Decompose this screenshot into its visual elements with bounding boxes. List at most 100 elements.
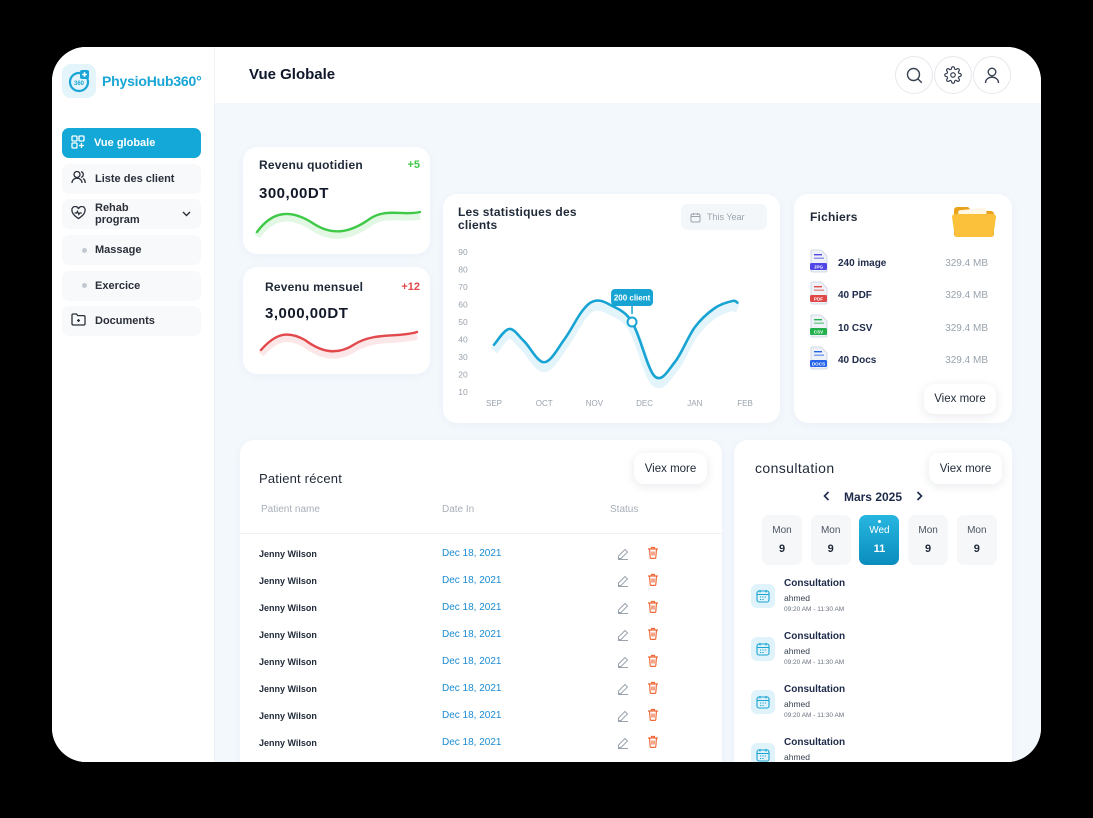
edit-icon[interactable] [617,682,629,700]
file-docs-icon: DOCS [810,346,829,375]
day-name: Mon [918,525,937,536]
sidebar-item-vue-globale[interactable]: Vue globale [62,128,201,158]
edit-icon[interactable] [617,709,629,727]
appointment-time: 09:20 AM - 11:30 AM [784,712,844,719]
appointment-time: 09:20 AM - 11:30 AM [784,606,844,613]
file-row[interactable]: PDF 40 PDF 329.4 MB [810,283,988,309]
monthly-revenue-card: Revenu mensuel +12 3,000,00DT [243,267,430,374]
edit-icon[interactable] [617,736,629,754]
sidebar-item-liste-des-client[interactable]: Liste des client [62,164,201,194]
daily-revenue-card: Revenu quotidien +5 300,00DT [243,147,430,254]
calendar-icon [751,743,775,762]
day-number: 9 [828,543,834,555]
daily-revenue-title: Revenu quotidien [259,158,363,172]
monthly-revenue-title: Revenu mensuel [265,280,363,294]
chevron-left-icon[interactable] [823,490,830,504]
column-header-status[interactable]: Status [610,504,638,515]
edit-icon[interactable] [617,601,629,619]
appointment-patient: ahmed [784,752,810,762]
edit-icon[interactable] [617,547,629,565]
sidebar-item-massage[interactable]: Massage [62,235,201,265]
day-name: Mon [821,525,840,536]
sidebar-item-rehab-program[interactable]: Rehab program [62,199,201,229]
table-row: Jenny WilsonDec 18, 2021 [240,702,722,729]
bullet-icon [82,283,87,288]
folder-illustration-icon [950,200,998,245]
file-size: 329.4 MB [945,323,988,334]
y-tick-label: 50 [458,317,468,327]
patient-date: Dec 18, 2021 [442,548,502,559]
day-selected[interactable]: Wed 11 [859,515,899,565]
appointment-time: 09:20 AM - 11:30 AM [784,659,844,666]
edit-icon[interactable] [617,655,629,673]
day-option[interactable]: Mon 9 [908,515,948,565]
trash-icon[interactable] [647,654,659,672]
search-button[interactable] [895,56,933,94]
edit-icon[interactable] [617,574,629,592]
line-chart: 908070605040302010SEP OCT NOV DEC JAN FEB200 … [443,194,780,423]
chevron-right-icon[interactable] [916,490,923,504]
trash-icon[interactable] [647,573,659,591]
patient-date: Dec 18, 2021 [442,602,502,613]
logo[interactable]: 360 PhysioHub360° [62,64,201,98]
sidebar-item-documents[interactable]: Documents [62,306,201,336]
top-actions [895,56,1011,94]
file-row[interactable]: JPG 240 image 329.4 MB [810,250,988,276]
y-tick-label: 10 [458,387,468,397]
file-csv-icon: CSV [810,314,829,343]
files-view-more-button[interactable]: Viex more [924,384,996,414]
day-option[interactable]: Mon 9 [957,515,997,565]
gear-icon [944,66,962,84]
column-header-date-in[interactable]: Date In [442,504,474,515]
month-navigator: Mars 2025 [734,490,1012,504]
file-row[interactable]: CSV 10 CSV 329.4 MB [810,315,988,341]
y-tick-label: 20 [458,370,468,380]
calendar-icon [751,690,775,714]
day-option[interactable]: Mon 9 [762,515,802,565]
trash-icon[interactable] [647,546,659,564]
main-content: Revenu quotidien +5 300,00DT Revenu mens… [215,103,1041,762]
logo-icon: 360 [62,64,96,98]
settings-button[interactable] [934,56,972,94]
trash-icon[interactable] [647,627,659,645]
sidebar-item-label: Exercice [95,280,140,292]
svg-text:JPG: JPG [814,264,824,269]
file-row[interactable]: DOCS 40 Docs 329.4 MB [810,348,988,374]
trash-icon[interactable] [647,600,659,618]
y-tick-label: 60 [458,300,468,310]
stats-card: Les statistiques des clients This Year 9… [443,194,780,423]
file-jpg-icon: JPG [810,249,829,278]
monthly-revenue-sparkline [257,322,422,367]
files-card: Fichiers JPG 240 image 329.4 MB PDF 40 PDF 32… [794,194,1012,423]
trash-icon[interactable] [647,735,659,753]
day-number: 9 [779,543,785,555]
edit-icon[interactable] [617,628,629,646]
current-month: Mars 2025 [844,490,902,504]
file-name: 10 CSV [838,323,872,334]
day-name: Wed [869,525,889,536]
svg-text:DOCS: DOCS [812,362,825,367]
app-window: 360 PhysioHub360° Vue globale [52,47,1041,762]
x-tick-label: OCT [536,399,553,408]
logo-text: PhysioHub360° [102,73,201,89]
consultation-view-more-button[interactable]: Viex more [929,453,1002,484]
column-header-patient-name[interactable]: Patient name [261,504,320,515]
x-tick-label: JAN [687,399,702,408]
y-tick-label: 70 [458,282,468,292]
sidebar-item-exercice[interactable]: Exercice [62,271,201,301]
patients-view-more-button[interactable]: Viex more [634,453,707,484]
trash-icon[interactable] [647,708,659,726]
monthly-revenue-delta: +12 [401,281,420,293]
appointment-title: Consultation [784,684,845,695]
trash-icon[interactable] [647,681,659,699]
profile-button[interactable] [973,56,1011,94]
appointment-title: Consultation [784,578,845,589]
highlight-point[interactable] [628,318,637,327]
day-option[interactable]: Mon 9 [811,515,851,565]
